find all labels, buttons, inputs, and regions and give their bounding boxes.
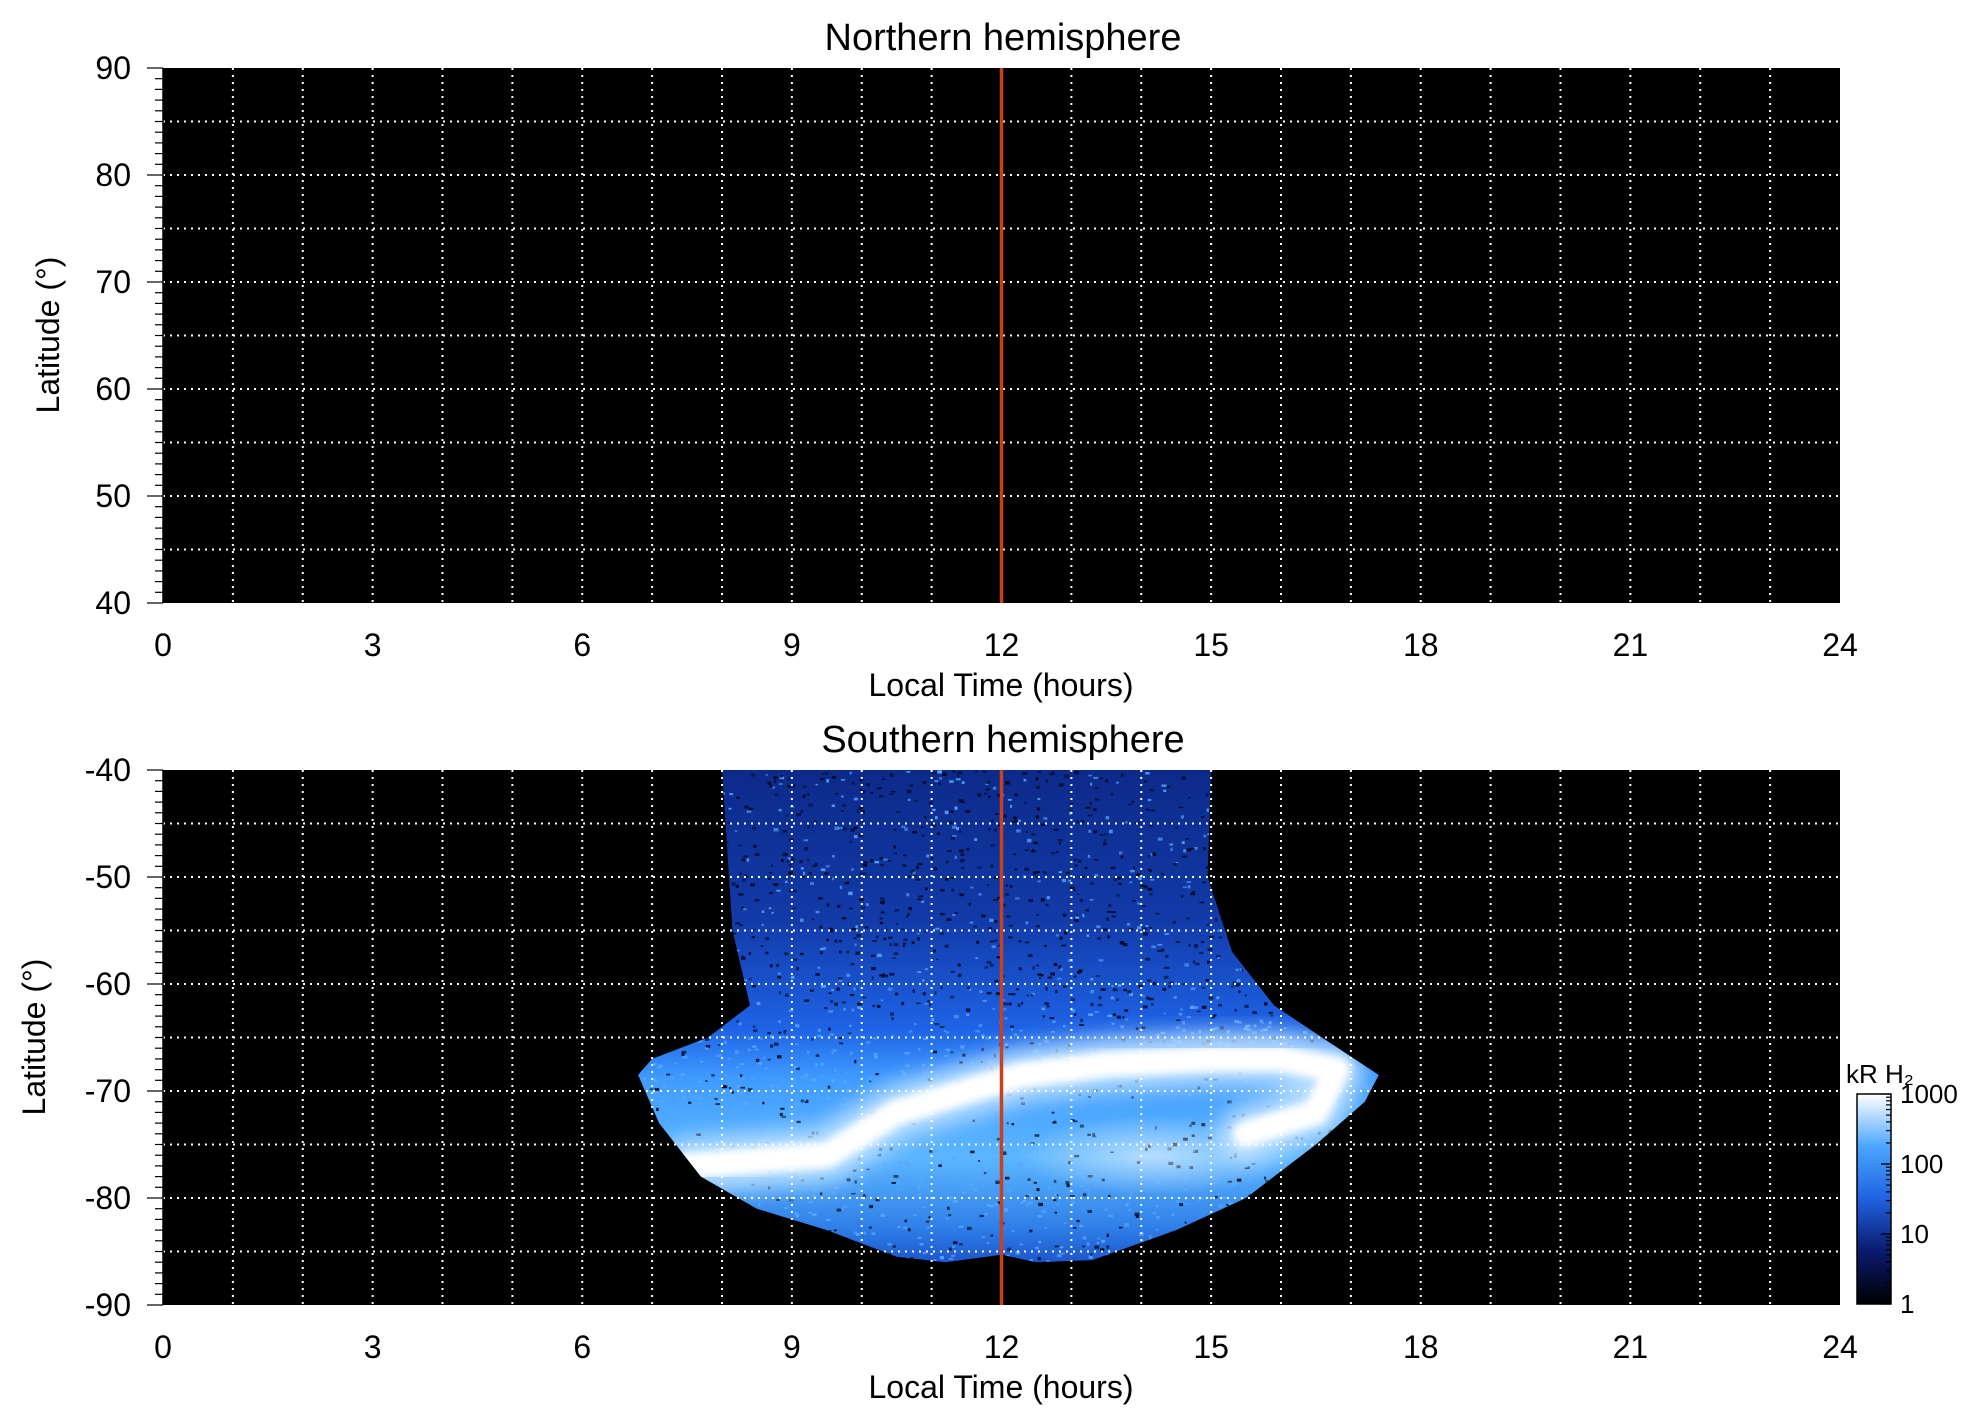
colorbar-tick-label: 100 xyxy=(1900,1149,1943,1179)
colorbar-ticks: 1 10 100 1000 xyxy=(1881,1079,1958,1319)
south-title: Southern hemisphere xyxy=(821,719,1184,761)
x-tick-label: 24 xyxy=(1822,627,1858,663)
x-tick-label: 18 xyxy=(1403,627,1439,663)
colorbar-gradient xyxy=(1856,1093,1892,1305)
x-tick-label: 12 xyxy=(984,1329,1020,1365)
y-tick-label: 80 xyxy=(95,157,131,193)
north-y-axis-label: Latitude (°) xyxy=(30,257,66,414)
north-x-axis: 0 3 6 9 12 15 18 21 24 xyxy=(154,627,1858,663)
auroral-oval xyxy=(674,1045,1350,1179)
y-tick-label: -90 xyxy=(85,1287,131,1323)
y-tick-label: 90 xyxy=(95,50,131,86)
x-tick-label: 18 xyxy=(1403,1329,1439,1365)
x-tick-label: 3 xyxy=(364,627,382,663)
y-tick-label: -40 xyxy=(85,752,131,788)
y-tick-label: 40 xyxy=(95,585,131,621)
colorbar-tick-label: 10 xyxy=(1900,1219,1929,1249)
south-y-axis-label: Latitude (°) xyxy=(16,959,52,1116)
x-tick-label: 6 xyxy=(573,627,591,663)
y-tick-label: -80 xyxy=(85,1180,131,1216)
x-tick-label: 6 xyxy=(573,1329,591,1365)
y-tick-label: -60 xyxy=(85,966,131,1002)
south-x-axis: 0 3 6 9 12 15 18 21 24 xyxy=(154,1329,1858,1365)
x-tick-label: 15 xyxy=(1193,1329,1229,1365)
south-y-axis: -90 -80 -70 -60 -50 -40 xyxy=(85,752,164,1323)
x-tick-label: 3 xyxy=(364,1329,382,1365)
x-tick-label: 0 xyxy=(154,1329,172,1365)
y-tick-label: 70 xyxy=(95,264,131,300)
x-tick-label: 21 xyxy=(1613,1329,1649,1365)
x-tick-label: 9 xyxy=(783,1329,801,1365)
y-tick-label: 50 xyxy=(95,478,131,514)
north-x-axis-label: Local Time (hours) xyxy=(869,667,1134,703)
colorbar-label: kR H₂ xyxy=(1846,1059,1914,1089)
colorbar-tick-label: 1000 xyxy=(1900,1079,1958,1109)
colorbar: kR H₂ 1 10 100 1000 xyxy=(1846,1059,1958,1319)
x-tick-label: 21 xyxy=(1613,627,1649,663)
north-y-axis: 40 50 60 70 80 90 xyxy=(95,50,164,621)
x-tick-label: 24 xyxy=(1822,1329,1858,1365)
x-tick-label: 12 xyxy=(984,627,1020,663)
y-tick-label: 60 xyxy=(95,371,131,407)
south-panel: Southern hemisphere -90 -80 -70 -60 -50 -40 0… xyxy=(16,719,1858,1405)
x-tick-label: 15 xyxy=(1193,627,1229,663)
y-tick-label: -50 xyxy=(85,859,131,895)
colorbar-tick-label: 1 xyxy=(1900,1289,1914,1319)
north-grid xyxy=(163,68,1840,603)
polar-emission-patch xyxy=(1015,1115,1296,1196)
x-tick-label: 0 xyxy=(154,627,172,663)
north-panel: Northern hemisphere 40 50 60 70 80 90 0 3 6 9 12 1… xyxy=(30,17,1858,703)
x-tick-label: 9 xyxy=(783,627,801,663)
y-tick-label: -70 xyxy=(85,1073,131,1109)
south-x-axis-label: Local Time (hours) xyxy=(869,1369,1134,1405)
north-title: Northern hemisphere xyxy=(825,17,1182,59)
